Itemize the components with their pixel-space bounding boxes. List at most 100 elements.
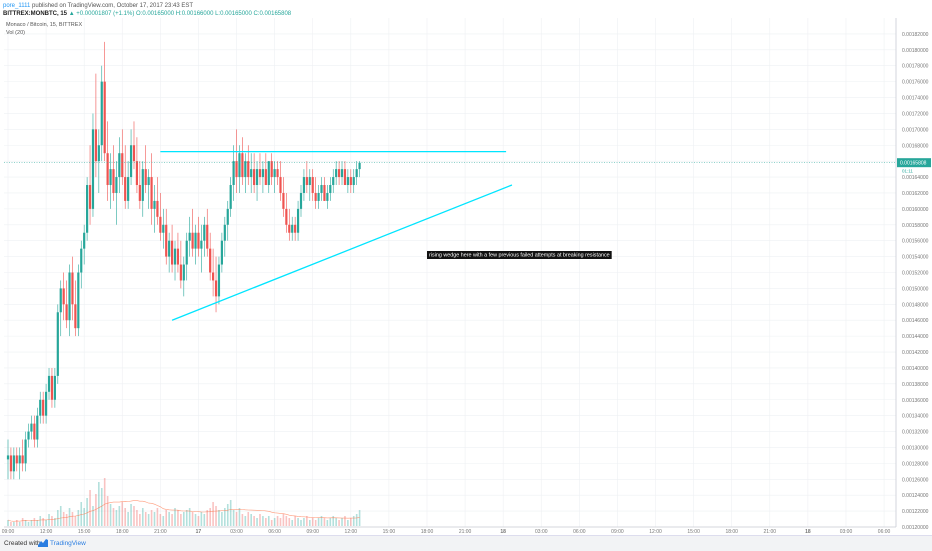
volume-bar: [341, 518, 343, 526]
volume-bar: [51, 516, 53, 526]
candle-body: [173, 248, 177, 265]
y-tick-label: 0.00148000: [902, 302, 929, 308]
volume-bar: [127, 512, 129, 526]
candle-body: [83, 232, 86, 249]
series-legend[interactable]: Monaco / Bitcoin, 15, BITTREX: [6, 22, 83, 28]
created-with-label: Created with: [4, 540, 41, 547]
candle-body: [250, 169, 253, 178]
x-tick-label: 18:00: [725, 529, 738, 535]
x-tick-label: 06:00: [878, 529, 891, 535]
volume-bar: [197, 516, 200, 526]
volume-bar: [30, 520, 33, 526]
volume-bar: [314, 520, 317, 526]
brand-link[interactable]: TradingView: [50, 540, 86, 547]
candle-body: [88, 185, 92, 209]
candle-body: [6, 455, 10, 460]
volume-bar: [27, 522, 30, 526]
annotation-text[interactable]: rising wedge here with a few previous fa…: [429, 253, 610, 259]
volume-bar: [92, 506, 94, 526]
volume-bar: [95, 494, 97, 526]
volume-bar: [168, 512, 170, 526]
candle-body: [200, 240, 203, 249]
candle-body: [56, 312, 59, 376]
volume-bar: [347, 520, 349, 526]
candle-body: [340, 169, 344, 178]
candle-body: [30, 423, 33, 432]
volume-bar: [18, 522, 21, 526]
candle-body: [15, 455, 18, 464]
x-tick-label: 18:00: [116, 529, 129, 535]
candle-body: [229, 185, 232, 209]
y-tick-label: 0.00122000: [902, 509, 929, 515]
y-tick-label: 0.00160000: [902, 207, 929, 213]
x-tick-label: 12:00: [40, 529, 53, 535]
volume-bar: [80, 502, 83, 526]
candle-body: [39, 399, 42, 416]
x-tick-label: 12:00: [345, 529, 358, 535]
volume-bar: [344, 516, 346, 526]
x-tick-label: 06:00: [573, 529, 586, 535]
candle-body: [261, 169, 265, 178]
candle-body: [223, 224, 226, 241]
candle-body: [241, 153, 244, 178]
candle-body: [352, 177, 355, 186]
x-tick-label: 18: [805, 529, 811, 535]
y-tick-label: 0.00142000: [902, 350, 929, 356]
candle-body: [191, 232, 194, 249]
candle-body: [326, 192, 329, 201]
candle-body: [27, 431, 30, 440]
candle-body: [176, 248, 180, 265]
volume-bar: [191, 512, 194, 526]
volume-bar: [156, 508, 159, 526]
candle-body: [323, 185, 326, 201]
last-price-label-bg: [897, 158, 931, 168]
candle-body: [132, 145, 136, 162]
volume-bar: [235, 512, 238, 526]
volume-bar: [54, 518, 56, 526]
volume-bar: [226, 504, 229, 526]
volume-bar: [98, 482, 100, 526]
candle-body: [80, 248, 83, 273]
x-tick-label: 06:00: [268, 529, 281, 535]
volume-bar: [285, 516, 288, 526]
y-tick-label: 0.00126000: [902, 477, 929, 483]
support-trendline[interactable]: [171, 184, 513, 321]
candle-body: [159, 216, 162, 233]
volume-bar: [165, 510, 168, 526]
volume-bar: [59, 506, 62, 526]
last-price-label: 0.00165808: [900, 161, 927, 167]
volume-legend[interactable]: Vol (20): [6, 30, 25, 36]
volume-bar: [311, 518, 314, 526]
volume-bar: [355, 514, 358, 526]
candle-body: [44, 391, 48, 416]
y-tick-label: 0.00172000: [902, 111, 929, 117]
author-link[interactable]: pore_1111: [3, 3, 31, 9]
candle-body: [291, 224, 294, 233]
x-tick-label: 21:00: [459, 529, 472, 535]
volume-bar: [118, 506, 121, 526]
candle-body: [335, 169, 338, 178]
volume-bar: [294, 516, 296, 526]
candle-body: [42, 399, 45, 416]
volume-bar: [279, 518, 282, 526]
candle-body: [311, 177, 314, 193]
volume-bar: [206, 510, 209, 526]
candle-body: [203, 224, 206, 241]
candle-body: [232, 161, 235, 186]
candle-body: [358, 162, 361, 170]
candle-body: [346, 177, 349, 186]
volume-bar: [262, 516, 264, 526]
volume-bar: [24, 520, 27, 526]
candle-body: [33, 423, 36, 440]
volume-bar: [162, 516, 165, 526]
volume-bar: [253, 516, 255, 526]
volume-bar: [308, 520, 311, 526]
y-tick-label: 0.00138000: [902, 382, 929, 388]
candle-body: [138, 185, 141, 201]
candle-body: [71, 272, 74, 305]
candle-body: [36, 415, 39, 440]
y-tick-label: 0.00176000: [902, 80, 929, 86]
candle-body: [109, 169, 112, 186]
volume-bar: [112, 508, 115, 526]
